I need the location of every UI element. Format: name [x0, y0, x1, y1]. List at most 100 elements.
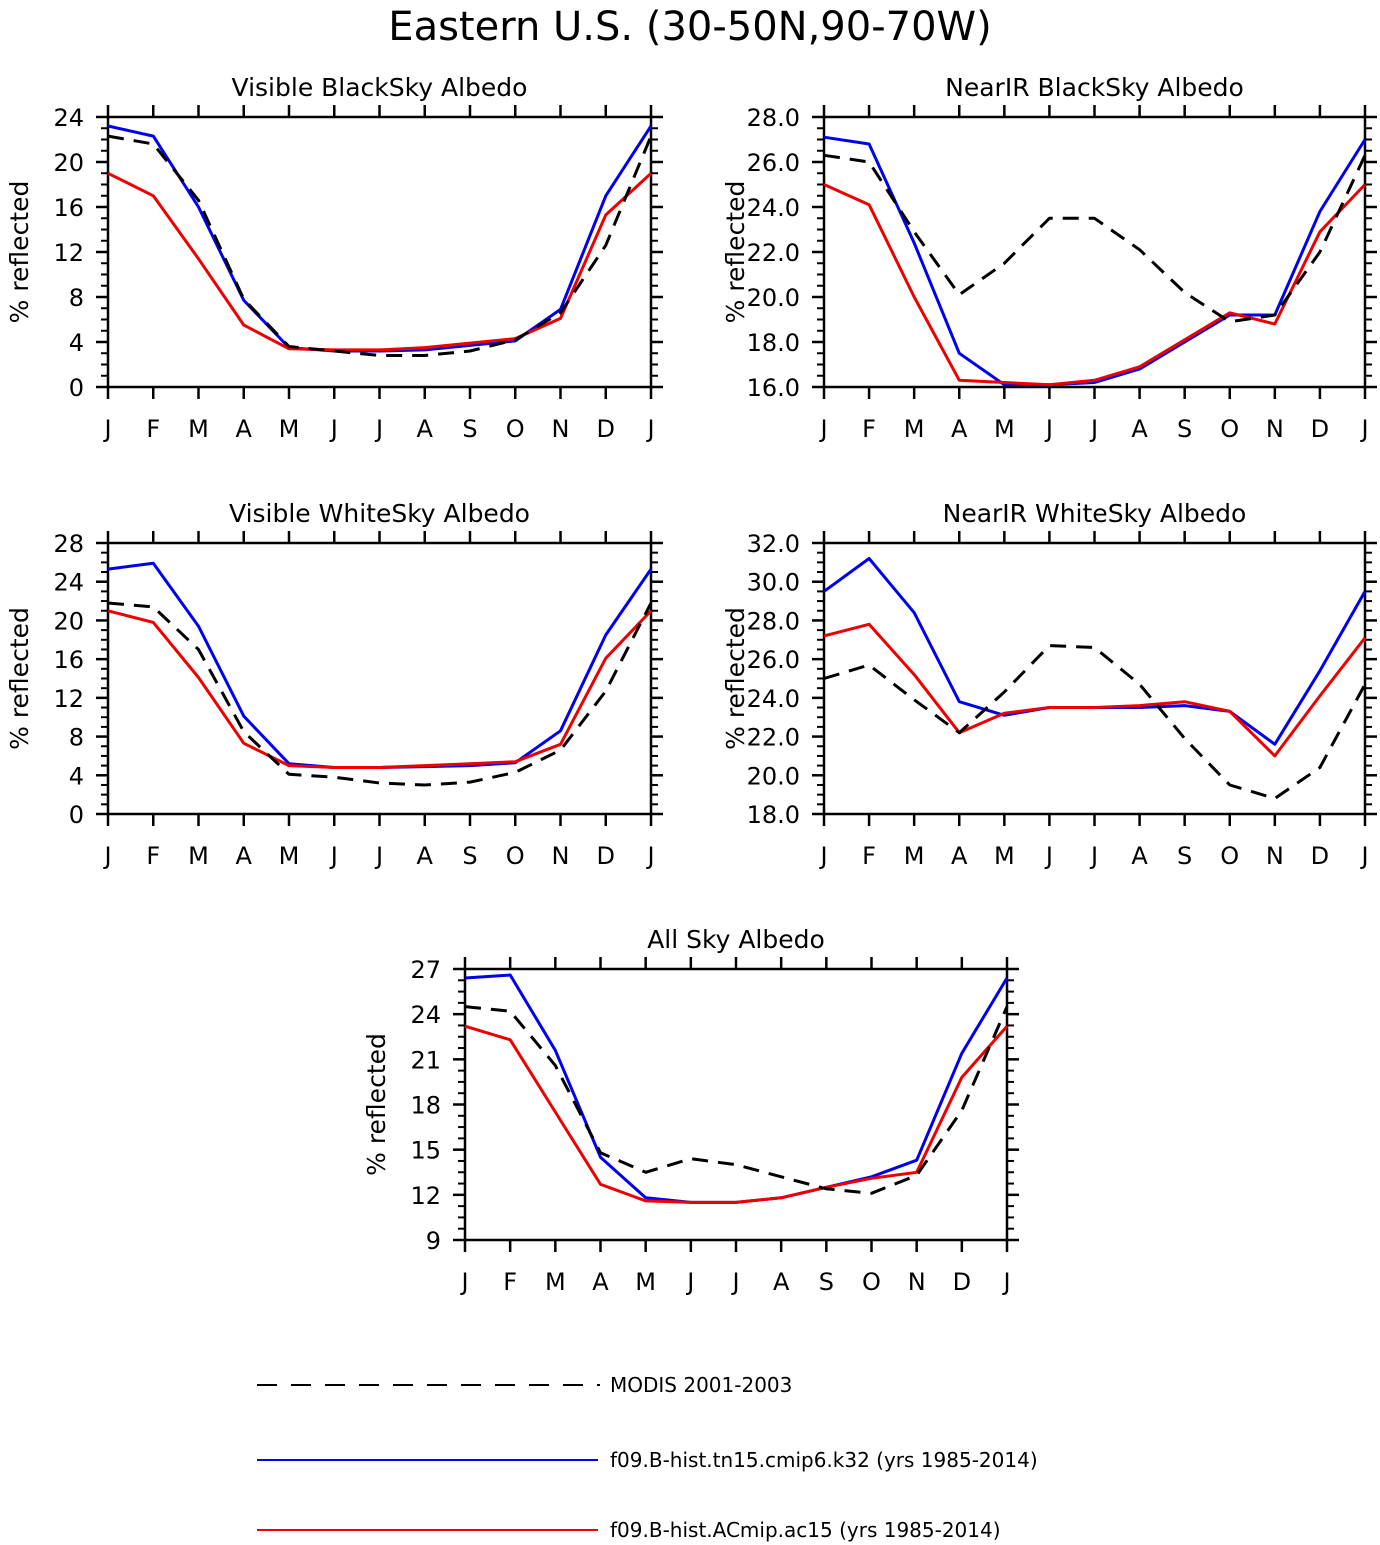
panel-title: Visible WhiteSky Albedo — [229, 499, 530, 528]
y-tick-label: 24 — [53, 569, 84, 597]
x-tick-label: A — [236, 415, 253, 443]
x-tick-label: J — [329, 415, 338, 443]
x-tick-label: N — [908, 1268, 926, 1296]
y-tick-label: 15 — [410, 1137, 441, 1165]
series-line-modis — [464, 1005, 1009, 1195]
x-tick-label: M — [188, 415, 209, 443]
series-line-k32 — [823, 557, 1367, 746]
x-tick-label: S — [462, 842, 477, 870]
series-line-ac15 — [107, 609, 653, 769]
y-tick-label: 28.0 — [747, 104, 800, 132]
panel-title: NearIR WhiteSky Albedo — [943, 499, 1247, 528]
x-tick-label: D — [953, 1268, 971, 1296]
series-line-k32 — [107, 124, 653, 353]
x-tick-label: J — [645, 842, 654, 870]
x-tick-label: D — [597, 842, 615, 870]
series-line-modis — [107, 134, 653, 357]
x-tick-label: J — [329, 842, 338, 870]
x-tick-label: J — [730, 1268, 739, 1296]
x-tick-label: F — [146, 415, 160, 443]
x-tick-label: M — [188, 842, 209, 870]
x-tick-label: A — [951, 842, 968, 870]
x-tick-label: J — [1359, 842, 1368, 870]
x-tick-label: M — [279, 415, 300, 443]
y-tick-label: 20 — [53, 607, 84, 635]
y-axis-label: % reflected — [721, 181, 750, 324]
x-tick-label: J — [1089, 842, 1098, 870]
x-tick-label: A — [773, 1268, 790, 1296]
x-tick-label: A — [592, 1268, 609, 1296]
y-tick-label: 0 — [69, 374, 84, 402]
x-tick-label: J — [1001, 1268, 1010, 1296]
x-tick-label: D — [1311, 842, 1329, 870]
x-tick-label: M — [279, 842, 300, 870]
y-tick-label: 18.0 — [747, 329, 800, 357]
series-line-ac15 — [464, 1024, 1009, 1204]
series-line-ac15 — [107, 171, 653, 352]
x-tick-label: J — [1044, 842, 1053, 870]
plot-frame — [822, 541, 1367, 816]
x-tick-label: O — [506, 415, 525, 443]
x-tick-label: M — [994, 415, 1015, 443]
x-tick-label: J — [102, 415, 111, 443]
x-tick-label: N — [1266, 415, 1284, 443]
x-tick-label: D — [1311, 415, 1329, 443]
x-tick-label: J — [818, 415, 827, 443]
y-tick-label: 9 — [426, 1227, 441, 1255]
series-line-k32 — [464, 973, 1009, 1204]
y-axis-label: % reflected — [721, 607, 750, 750]
x-tick-label: J — [374, 415, 383, 443]
x-tick-label: D — [597, 415, 615, 443]
series-line-modis — [823, 644, 1367, 800]
x-tick-label: S — [819, 1268, 834, 1296]
y-tick-label: 30.0 — [747, 569, 800, 597]
x-tick-label: M — [994, 842, 1015, 870]
x-tick-label: S — [462, 415, 477, 443]
legend-entry-modis: MODIS 2001-2003 — [257, 1373, 792, 1397]
x-tick-label: O — [862, 1268, 881, 1296]
x-tick-label: J — [102, 842, 111, 870]
series-line-ac15 — [823, 622, 1367, 758]
y-axis-label: % reflected — [5, 181, 34, 324]
x-tick-label: J — [1359, 415, 1368, 443]
x-tick-label: F — [862, 842, 876, 870]
y-tick-label: 26.0 — [747, 646, 800, 674]
plot-frame — [822, 115, 1367, 389]
x-tick-label: A — [1131, 415, 1148, 443]
y-axis-label: % reflected — [362, 1033, 391, 1176]
y-tick-label: 20 — [53, 149, 84, 177]
x-tick-label: J — [459, 1268, 468, 1296]
panel-title: Visible BlackSky Albedo — [232, 73, 528, 102]
x-tick-label: F — [862, 415, 876, 443]
figure-title: Eastern U.S. (30-50N,90-70W) — [388, 4, 991, 50]
y-tick-label: 18 — [410, 1092, 441, 1120]
x-tick-label: M — [904, 415, 925, 443]
x-tick-label: F — [503, 1268, 517, 1296]
x-tick-label: F — [146, 842, 160, 870]
plot-frame — [106, 541, 653, 816]
x-tick-label: N — [1266, 842, 1284, 870]
x-tick-label: M — [545, 1268, 566, 1296]
y-tick-label: 18.0 — [747, 801, 800, 829]
legend-label: f09.B-hist.tn15.cmip6.k32 (yrs 1985-2014… — [610, 1448, 1038, 1472]
x-tick-label: S — [1177, 415, 1192, 443]
legend-entry-ac15: f09.B-hist.ACmip.ac15 (yrs 1985-2014) — [257, 1518, 1001, 1542]
y-tick-label: 8 — [69, 284, 84, 312]
y-tick-label: 4 — [69, 329, 84, 357]
x-tick-label: O — [1220, 842, 1239, 870]
y-tick-label: 21 — [410, 1046, 441, 1074]
x-tick-label: J — [374, 842, 383, 870]
x-tick-label: J — [1089, 415, 1098, 443]
x-tick-label: A — [1131, 842, 1148, 870]
panel-title: NearIR BlackSky Albedo — [945, 73, 1244, 102]
y-tick-label: 32.0 — [747, 530, 800, 558]
x-tick-label: M — [904, 842, 925, 870]
x-tick-label: N — [552, 842, 570, 870]
series-line-modis — [823, 153, 1367, 324]
x-tick-label: A — [417, 842, 434, 870]
